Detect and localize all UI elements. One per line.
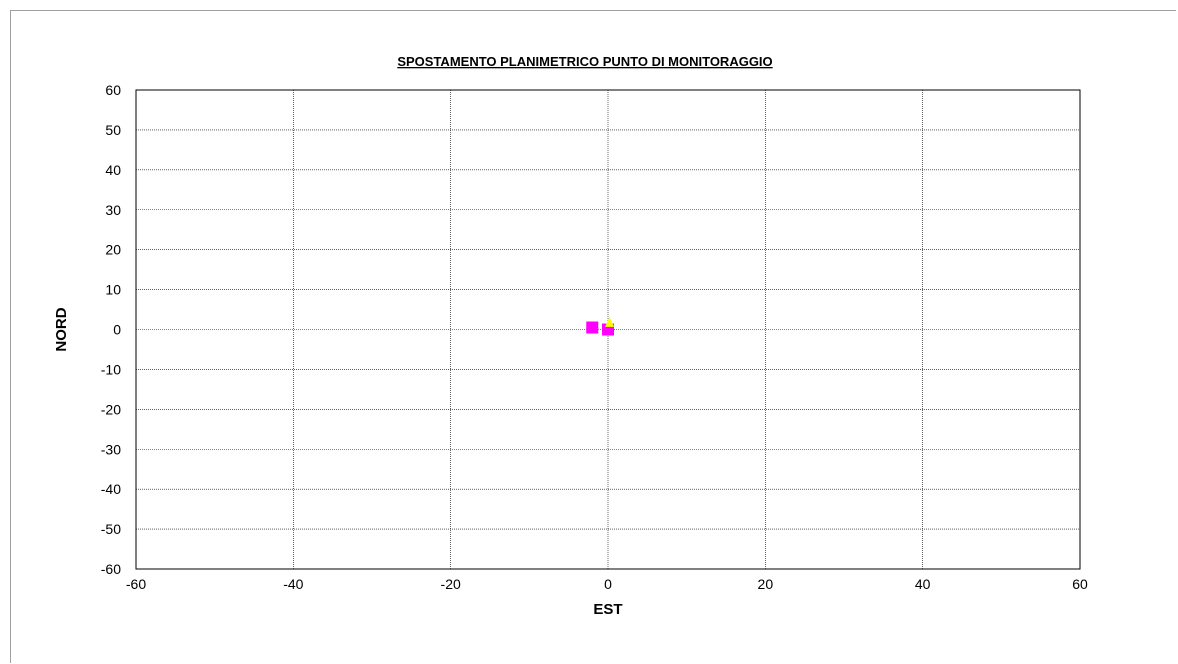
y-tick-label: -20 <box>101 401 121 417</box>
y-tick-label: 30 <box>105 202 121 218</box>
x-tick-label: -60 <box>126 576 146 592</box>
y-tick-label: -40 <box>101 481 121 497</box>
y-tick-label: 50 <box>105 122 121 138</box>
x-tick-label: 0 <box>604 576 612 592</box>
x-tick-label: -20 <box>441 576 461 592</box>
x-tick-label: 60 <box>1072 576 1088 592</box>
y-tick-label: 0 <box>113 322 121 338</box>
y-tick-label: -60 <box>101 561 121 577</box>
y-tick-label: 60 <box>105 82 121 98</box>
y-axis-title: NORD <box>53 307 70 351</box>
x-axis-title: EST <box>593 601 622 618</box>
tick-labels: -60 -40 -20 0 20 40 60 60 50 40 30 20 10 0 -10 -20 -30 -4… <box>101 82 1088 592</box>
chart-frame <box>10 10 1176 663</box>
x-tick-label: 40 <box>915 576 931 592</box>
y-tick-label: 40 <box>105 162 121 178</box>
x-tick-label: -40 <box>283 576 303 592</box>
y-tick-label: -50 <box>101 521 121 537</box>
data-point-triangle <box>605 316 615 327</box>
y-tick-label: -10 <box>101 361 121 377</box>
y-tick-label: -30 <box>101 441 121 457</box>
plot-area <box>135 89 1081 570</box>
data-point-square <box>586 321 599 334</box>
y-tick-label: 20 <box>105 242 121 258</box>
y-tick-label: 10 <box>105 282 121 298</box>
x-tick-label: 20 <box>758 576 774 592</box>
data-points <box>586 316 615 336</box>
chart-title: SPOSTAMENTO PLANIMETRICO PUNTO DI MONITO… <box>397 54 772 69</box>
